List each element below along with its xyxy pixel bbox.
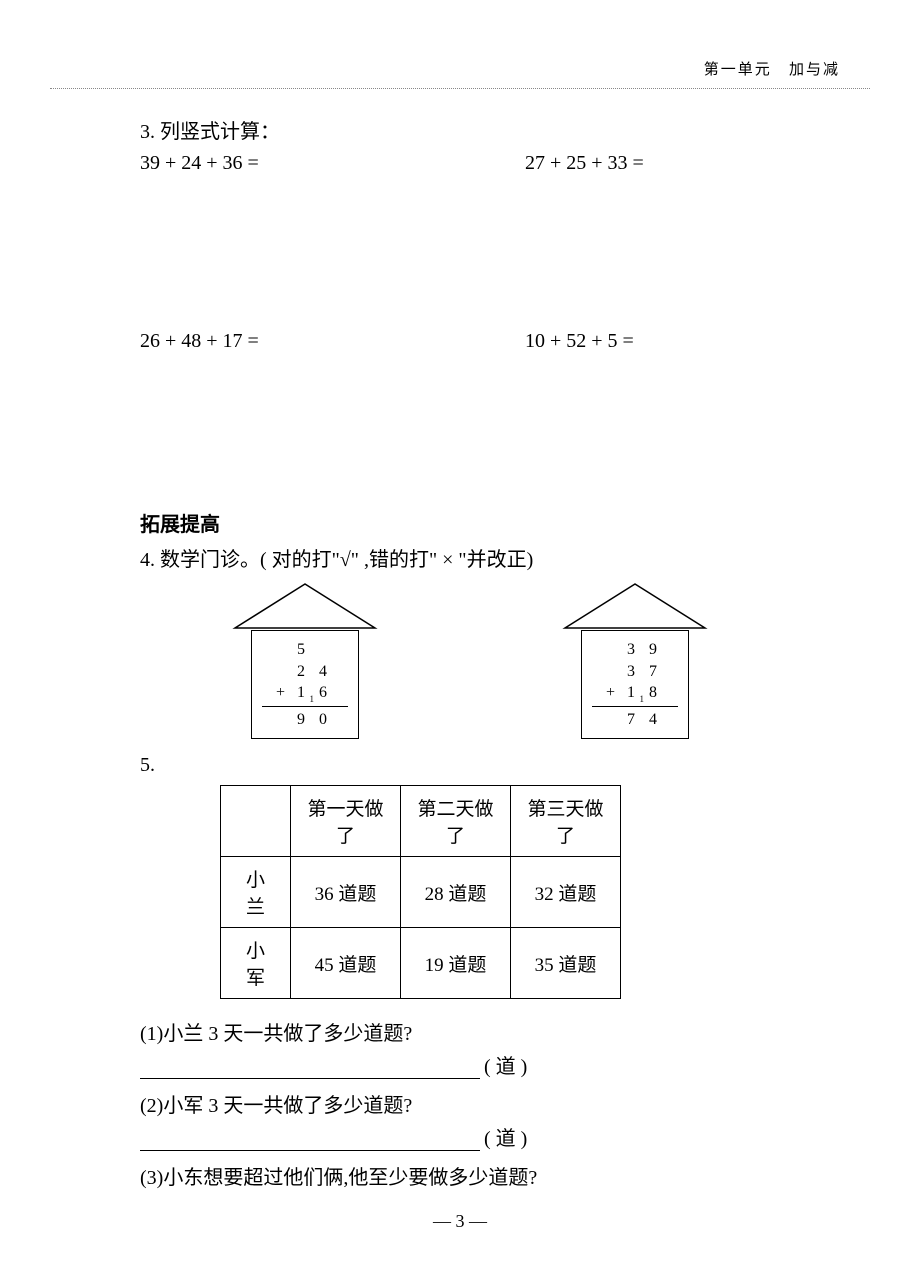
table-header-row: 第一天做了 第二天做了 第三天做了 [221, 786, 621, 857]
page-content: 3. 列竖式计算： 39 + 24 + 36 = 27 + 25 + 33 = … [140, 115, 800, 1194]
q3-eq1: 39 + 24 + 36 = [140, 152, 525, 175]
house-2: 3 9 3 7 + 11 8 7 4 [560, 582, 710, 739]
q5-sub1: (1)小兰 3 天一共做了多少道题? [140, 1017, 800, 1046]
q3-row2: 26 + 48 + 17 = 10 + 52 + 5 = [140, 330, 800, 353]
q4-text: 4. 数学门诊。( 对的打"√" ,错的打" × "并改正) [140, 543, 800, 572]
q5-number: 5. [140, 754, 800, 777]
table-row: 小兰 36 道题 28 道题 32 道题 [221, 857, 621, 928]
q5-table: 第一天做了 第二天做了 第三天做了 小兰 36 道题 28 道题 32 道题 小… [220, 785, 621, 999]
answer-blank[interactable] [140, 1057, 480, 1079]
q3-eq4: 10 + 52 + 5 = [525, 330, 800, 353]
answer-blank[interactable] [140, 1129, 480, 1151]
roof-icon [230, 582, 380, 630]
unit-title: 加与减 [789, 62, 840, 78]
house2-calc: 3 9 3 7 + 11 8 7 4 [581, 630, 689, 739]
table-row: 小军 45 道题 19 道题 35 道题 [221, 928, 621, 999]
q3-eq2: 27 + 25 + 33 = [525, 152, 800, 175]
header-divider [50, 88, 870, 89]
house1-calc: 5 2 4 + 11 6 9 0 [251, 630, 359, 739]
answer-line-1: ( 道 ) [140, 1050, 800, 1079]
house-1: 5 2 4 + 11 6 9 0 [230, 582, 380, 739]
q5-sub2: (2)小军 3 天一共做了多少道题? [140, 1089, 800, 1118]
page-header: 第一单元 加与减 [704, 58, 840, 79]
q3-eq3: 26 + 48 + 17 = [140, 330, 525, 353]
unit-label: 第一单元 [704, 62, 772, 78]
roof-icon [560, 582, 710, 630]
page-number: — 3 — [0, 1211, 920, 1232]
q5-sub3: (3)小东想要超过他们俩,他至少要做多少道题? [140, 1161, 800, 1190]
section-title: 拓展提高 [140, 508, 800, 537]
q3-title: 3. 列竖式计算： [140, 115, 800, 144]
q3-row1: 39 + 24 + 36 = 27 + 25 + 33 = [140, 152, 800, 175]
houses-row: 5 2 4 + 11 6 9 0 [140, 582, 800, 739]
answer-line-2: ( 道 ) [140, 1122, 800, 1151]
